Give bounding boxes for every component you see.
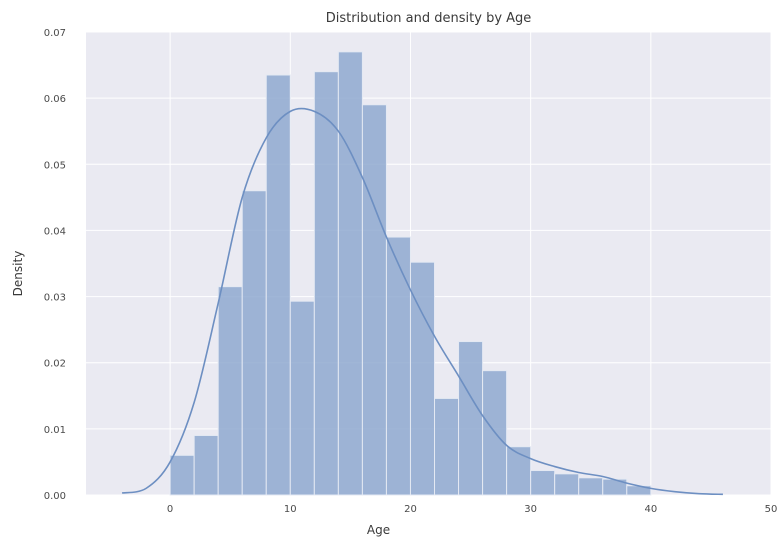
- x-tick-label: 40: [644, 504, 657, 515]
- histogram-bar: [506, 446, 532, 496]
- y-axis-ticks: 0.00 0.01 0.02 0.03 0.04 0.05 0.06 0.07: [44, 28, 66, 502]
- histogram-bars: [169, 51, 652, 496]
- x-tick-label: 20: [404, 504, 417, 515]
- y-tick-label: 0.01: [44, 425, 66, 436]
- x-tick-label: 50: [765, 504, 778, 515]
- y-tick-label: 0.02: [44, 359, 66, 370]
- y-tick-label: 0.03: [44, 293, 66, 304]
- kde-density-line: [121, 107, 723, 496]
- histogram-bar: [530, 470, 556, 496]
- x-tick-label: 10: [284, 504, 297, 515]
- y-tick-label: 0.00: [44, 491, 66, 502]
- histogram-bar: [169, 454, 195, 496]
- histogram-bar: [217, 286, 243, 496]
- y-tick-label: 0.07: [44, 28, 66, 39]
- histogram-bar: [193, 434, 219, 496]
- x-axis-ticks: 0 10 20 30 40 50: [167, 504, 777, 515]
- histogram-bar: [554, 473, 580, 496]
- histogram-bar: [361, 104, 387, 496]
- histogram-bar: [385, 236, 411, 496]
- histogram-bar: [409, 261, 436, 496]
- y-axis-label: Density: [11, 251, 25, 297]
- y-tick-label: 0.06: [44, 94, 66, 105]
- x-tick-label: 0: [167, 504, 173, 515]
- x-tick-label: 30: [524, 504, 537, 515]
- histogram-bar: [458, 341, 484, 496]
- y-tick-label: 0.04: [44, 226, 66, 237]
- chart-title: Distribution and density by Age: [326, 11, 532, 26]
- y-tick-label: 0.05: [44, 160, 66, 171]
- histogram-bar: [241, 190, 267, 496]
- histogram-bar: [289, 300, 315, 496]
- histogram-bar: [578, 477, 604, 496]
- histogram-bar: [337, 51, 363, 496]
- histogram-bar: [265, 74, 291, 496]
- histogram-bar: [434, 397, 460, 496]
- x-axis-label: Age: [367, 523, 390, 537]
- histogram-bar: [313, 71, 339, 496]
